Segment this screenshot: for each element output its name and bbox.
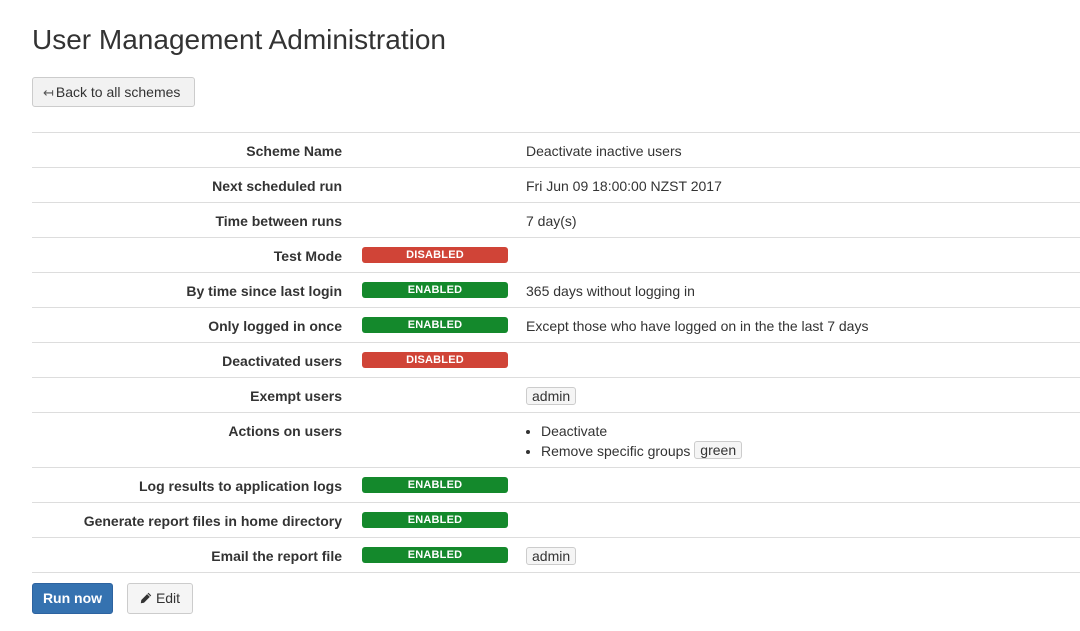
user-tag: admin (526, 387, 577, 405)
page-title: User Management Administration (32, 24, 446, 55)
scheme-details-table: Scheme Name Deactivate inactive users Ne… (32, 132, 1080, 573)
table-row: Actions on users Deactivate Remove speci… (32, 413, 1080, 468)
row-value (526, 238, 1080, 272)
status-badge: ENABLED (362, 477, 508, 493)
back-button-label: Back to all schemes (55, 84, 181, 100)
list-item: Deactivate (541, 421, 1080, 441)
row-value: Deactivate inactive users (526, 143, 682, 159)
table-row: Scheme Name Deactivate inactive users (32, 133, 1080, 168)
status-badge: ENABLED (362, 282, 508, 298)
status-cell: DISABLED (342, 238, 526, 272)
status-cell: DISABLED (342, 343, 526, 377)
row-value (526, 343, 1080, 377)
status-cell (342, 203, 526, 237)
row-value: admin (526, 538, 1080, 572)
table-row: Deactivated users DISABLED (32, 343, 1080, 378)
edit-button-label: Edit (155, 590, 181, 606)
run-now-button[interactable]: Run now (32, 583, 113, 614)
action-deactivate: Deactivate (541, 423, 608, 439)
table-row: Email the report file ENABLED admin (32, 538, 1080, 573)
row-label: Deactivated users (222, 353, 342, 369)
status-cell: ENABLED (342, 503, 526, 537)
group-tag: green (694, 441, 743, 459)
status-cell (342, 413, 526, 467)
table-row: Test Mode DISABLED (32, 238, 1080, 273)
table-row: By time since last login ENABLED 365 day… (32, 273, 1080, 308)
status-cell: ENABLED (342, 538, 526, 572)
row-label: Time between runs (215, 213, 342, 229)
pencil-icon (140, 592, 152, 604)
row-value: Except those who have logged on in the t… (526, 318, 869, 334)
row-label: Log results to application logs (138, 478, 342, 494)
row-value: Deactivate Remove specific groups green (526, 413, 1080, 467)
table-row: Next scheduled run Fri Jun 09 18:00:00 N… (32, 168, 1080, 203)
table-row: Exempt users admin (32, 378, 1080, 413)
status-badge: ENABLED (362, 512, 508, 528)
action-remove-groups: Remove specific groups (541, 443, 691, 459)
back-arrow-icon: ↤ (43, 85, 54, 100)
status-badge: DISABLED (362, 352, 508, 368)
row-label: Only logged in once (208, 318, 342, 334)
status-cell: ENABLED (342, 273, 526, 307)
back-to-schemes-button[interactable]: ↤ Back to all schemes (32, 77, 195, 107)
status-cell (342, 133, 526, 167)
table-row: Only logged in once ENABLED Except those… (32, 308, 1080, 343)
row-label: Generate report files in home directory (83, 513, 342, 529)
status-cell: ENABLED (342, 468, 526, 502)
status-badge: ENABLED (362, 547, 508, 563)
row-label: Test Mode (273, 248, 342, 264)
status-badge: ENABLED (362, 317, 508, 333)
table-row: Log results to application logs ENABLED (32, 468, 1080, 503)
status-badge: DISABLED (362, 247, 508, 263)
user-tag: admin (526, 547, 577, 565)
row-value: Fri Jun 09 18:00:00 NZST 2017 (526, 178, 722, 194)
row-label: Email the report file (211, 548, 342, 564)
actions-list: Deactivate Remove specific groups green (526, 421, 1080, 461)
edit-button[interactable]: Edit (127, 583, 193, 614)
row-label: Exempt users (250, 388, 342, 404)
row-value (526, 503, 1080, 537)
row-label: Actions on users (228, 423, 342, 439)
status-cell: ENABLED (342, 308, 526, 342)
list-item: Remove specific groups green (541, 441, 1080, 461)
status-cell (342, 168, 526, 202)
table-row: Time between runs 7 day(s) (32, 203, 1080, 238)
row-value: 7 day(s) (526, 213, 577, 229)
row-value: admin (526, 378, 1080, 412)
table-row: Generate report files in home directory … (32, 503, 1080, 538)
row-label: By time since last login (186, 283, 342, 299)
row-label: Next scheduled run (212, 178, 342, 194)
row-label: Scheme Name (246, 143, 342, 159)
row-value (526, 468, 1080, 502)
row-value: 365 days without logging in (526, 283, 695, 299)
status-cell (342, 378, 526, 412)
